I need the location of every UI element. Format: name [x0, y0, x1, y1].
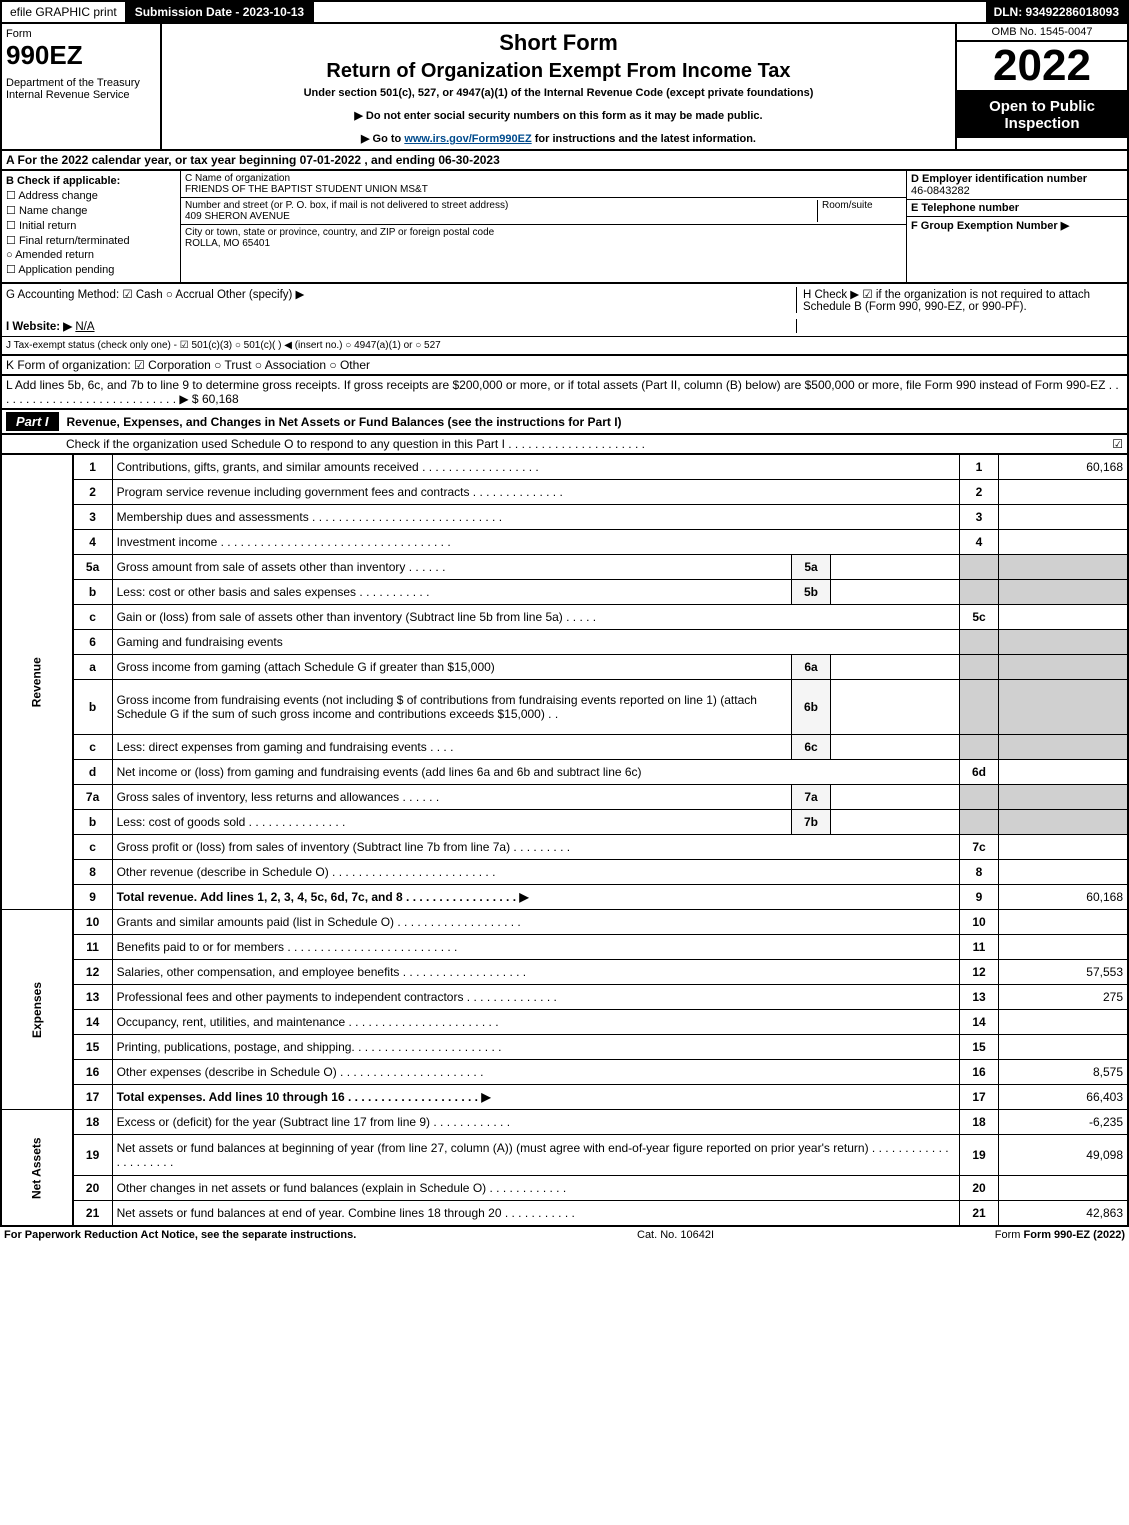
submission-date: Submission Date - 2023-10-13 [127, 2, 314, 22]
info-block: B Check if applicable: Address change Na… [0, 171, 1129, 284]
line12-val: 57,553 [999, 960, 1129, 985]
check-name[interactable]: Name change [6, 204, 176, 217]
line9-val: 60,168 [999, 885, 1129, 910]
part1-check: Check if the organization used Schedule … [0, 435, 1129, 455]
section-l: L Add lines 5b, 6c, and 7b to line 9 to … [0, 376, 1129, 410]
omb-number: OMB No. 1545-0047 [957, 24, 1127, 42]
org-name: FRIENDS OF THE BAPTIST STUDENT UNION MS&… [185, 184, 902, 195]
org-city: ROLLA, MO 65401 [185, 238, 902, 249]
check-final[interactable]: Final return/terminated [6, 234, 176, 247]
section-a: A For the 2022 calendar year, or tax yea… [0, 151, 1129, 171]
section-d: D Employer identification number 46-0843… [907, 171, 1127, 282]
form-header: Form 990EZ Department of the Treasury In… [0, 24, 1129, 151]
line1-val: 60,168 [999, 455, 1129, 480]
dln: DLN: 93492286018093 [986, 2, 1127, 22]
line13-val: 275 [999, 985, 1129, 1010]
form-label: Form [6, 28, 156, 40]
check-amended[interactable]: Amended return [6, 249, 176, 261]
line19-val: 49,098 [999, 1135, 1129, 1176]
line18-val: -6,235 [999, 1110, 1129, 1135]
line16-val: 8,575 [999, 1060, 1129, 1085]
short-form-title: Short Form [166, 30, 951, 56]
section-k: K Form of organization: ☑ Corporation ○ … [0, 356, 1129, 376]
return-title: Return of Organization Exempt From Incom… [166, 60, 951, 83]
part1-header: Part I Revenue, Expenses, and Changes in… [0, 410, 1129, 435]
form-number: 990EZ [6, 40, 156, 71]
line21-val: 42,863 [999, 1201, 1129, 1227]
check-address[interactable]: Address change [6, 189, 176, 202]
lines-table: Revenue 1Contributions, gifts, grants, a… [0, 455, 1129, 1227]
misc-section: G Accounting Method: ☑ Cash ○ Accrual Ot… [0, 284, 1129, 356]
top-bar: efile GRAPHIC print Submission Date - 20… [0, 0, 1129, 24]
line17-val: 66,403 [999, 1085, 1129, 1110]
section-j: J Tax-exempt status (check only one) - ☑… [6, 340, 441, 351]
no-ssn: ▶ Do not enter social security numbers o… [166, 109, 951, 122]
ein: 46-0843282 [911, 185, 1123, 197]
side-netassets: Net Assets [0, 1132, 95, 1204]
check-pending[interactable]: Application pending [6, 263, 176, 276]
open-public: Open to Public Inspection [957, 92, 1127, 138]
section-b: B Check if applicable: Address change Na… [2, 171, 181, 282]
footer: For Paperwork Reduction Act Notice, see … [0, 1227, 1129, 1243]
section-c: C Name of organization FRIENDS OF THE BA… [181, 171, 907, 282]
org-street: 409 SHERON AVENUE [185, 211, 817, 222]
goto-line: ▶ Go to www.irs.gov/Form990EZ for instru… [166, 132, 951, 145]
side-revenue: Revenue [0, 646, 264, 718]
section-h: H Check ▶ ☑ if the organization is not r… [796, 287, 1123, 313]
part1-checkbox[interactable] [1112, 437, 1123, 451]
efile-label: efile GRAPHIC print [2, 2, 127, 22]
gross-receipts: 60,168 [202, 392, 239, 406]
tax-year: 2022 [957, 42, 1127, 92]
check-initial[interactable]: Initial return [6, 219, 176, 232]
section-i: I Website: ▶ N/A [6, 319, 796, 333]
section-g: G Accounting Method: ☑ Cash ○ Accrual Ot… [6, 287, 796, 313]
side-expenses: Expenses [0, 974, 137, 1046]
irs-link[interactable]: www.irs.gov/Form990EZ [404, 133, 531, 145]
dept-label: Department of the Treasury Internal Reve… [6, 77, 156, 101]
subtitle: Under section 501(c), 527, or 4947(a)(1)… [166, 87, 951, 99]
